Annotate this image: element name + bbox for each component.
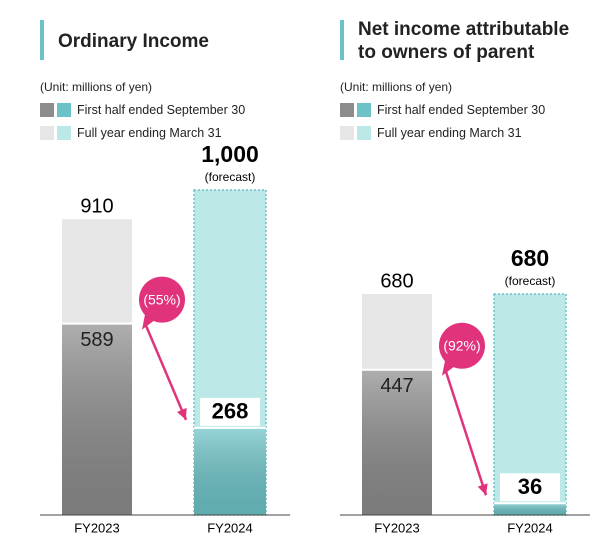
legend-swatch [40, 103, 54, 117]
forecast-label: (forecast) [505, 274, 556, 288]
panel: Net income attributable to owners of par… [300, 0, 600, 560]
label-bg [200, 397, 260, 426]
arrow-head [477, 483, 488, 496]
category-label: FY2024 [507, 520, 553, 535]
first-half-label: 447 [380, 375, 413, 397]
annotation: (92%) [443, 337, 480, 353]
full-year-label: 910 [80, 196, 113, 218]
bar-shade [494, 503, 566, 515]
legend-label: First half ended September 30 [77, 103, 246, 117]
category-label: FY2023 [374, 520, 420, 535]
legend-label: Full year ending March 31 [377, 126, 522, 140]
unit-note: (Unit: millions of yen) [340, 80, 453, 94]
accent-bar [340, 20, 344, 60]
legend-label: Full year ending March 31 [77, 126, 222, 140]
arrow-head [176, 407, 187, 420]
bar-shade [62, 323, 132, 515]
label-bg [500, 473, 560, 502]
full-year-label: 1,000 [201, 141, 259, 167]
bar-shade [362, 369, 432, 515]
legend-entry: Full year ending March 31 [40, 126, 222, 140]
chart-title: Net income attributable to owners of par… [358, 19, 570, 63]
first-half-label: 589 [80, 329, 113, 351]
bubble [139, 276, 185, 323]
arrow-line [144, 325, 188, 421]
forecast-label: (forecast) [205, 170, 256, 184]
legend-entry: First half ended September 30 [340, 103, 545, 117]
arrow-line [444, 371, 488, 496]
bubble [439, 322, 485, 369]
legend-swatch [340, 103, 354, 117]
legend-swatch [357, 126, 371, 140]
legend-swatch [57, 103, 71, 117]
legend-swatch [40, 126, 54, 140]
annotation: (55%) [143, 291, 180, 307]
category-label: FY2024 [207, 520, 253, 535]
first-half-label: 268 [212, 399, 249, 424]
legend-swatch [57, 126, 71, 140]
legend-entry: First half ended September 30 [40, 103, 245, 117]
category-label: FY2023 [74, 520, 120, 535]
legend-swatch [340, 126, 354, 140]
unit-note: (Unit: millions of yen) [40, 80, 153, 94]
legend-entry: Full year ending March 31 [340, 126, 522, 140]
full-year-label: 680 [511, 245, 549, 271]
chart: 910 589 FY2023 1,000 (forecast) 268 FY2024 (55%… [40, 141, 290, 535]
chart: 680 447 FY2023 680 (forecast) 36 FY2024 (92%) [340, 245, 590, 535]
legend-label: First half ended September 30 [377, 103, 546, 117]
legend-swatch [357, 103, 371, 117]
first-half-label: 36 [518, 474, 542, 499]
full-year-label: 680 [380, 270, 413, 292]
panel: Ordinary Income (Unit: millions of yen) Fi… [40, 20, 290, 535]
chart-title: Ordinary Income [58, 30, 209, 52]
accent-bar [40, 20, 44, 60]
bar-shade [194, 427, 266, 515]
